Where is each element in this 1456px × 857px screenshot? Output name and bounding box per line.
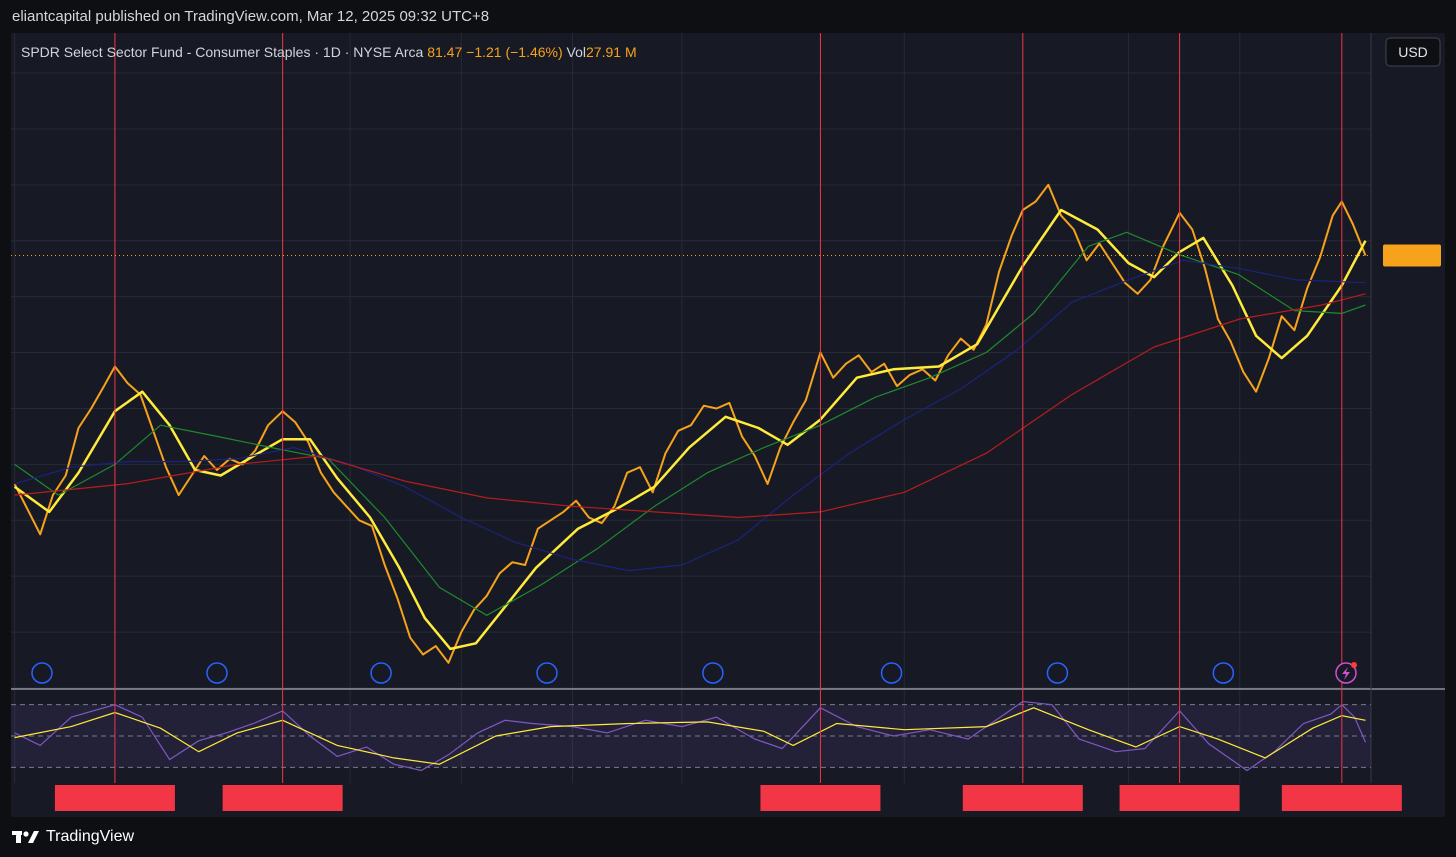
date-marker-badge	[962, 785, 1083, 811]
legend-sep: ·	[341, 44, 353, 60]
last-price-badge	[1383, 244, 1441, 267]
currency-label: USD	[1398, 44, 1428, 60]
price-chart[interactable]: SPDR Select Sector Fund - Consumer Stapl…	[11, 33, 1445, 817]
legend-volume-value: 27.91 M	[586, 44, 637, 60]
rsi-panel	[11, 700, 1371, 772]
currency-button-bg	[1385, 37, 1441, 67]
date-marker-badge	[1119, 785, 1240, 811]
series-line-ma-mid	[14, 231, 1366, 616]
publisher-caption: eliantcapital published on TradingView.c…	[0, 0, 1456, 34]
currency-button[interactable]: USD	[1385, 37, 1441, 67]
date-marker-badge	[760, 785, 881, 811]
dividend-marker	[1212, 662, 1235, 684]
tradingview-logo[interactable]: TradingView	[12, 825, 134, 849]
legend-change: −1.21 (−1.46%)	[466, 44, 563, 60]
series-line-ma-fast	[13, 208, 1367, 651]
price-series	[13, 183, 1367, 664]
dividend-marker	[880, 662, 903, 684]
dividend-marker	[1046, 662, 1069, 684]
legend-interval: 1D	[323, 44, 341, 60]
series-line-ma-long	[14, 293, 1366, 519]
legend-sep: ·	[310, 44, 322, 60]
chart-panel[interactable]: SPDR Select Sector Fund - Consumer Stapl…	[11, 33, 1445, 817]
dividend-marker	[206, 662, 228, 684]
lightning-bolt	[1342, 667, 1350, 680]
footer-bar: TradingView	[0, 817, 1456, 857]
dividend-marker	[702, 662, 724, 684]
overlays: USD	[11, 37, 1441, 684]
legend-exchange: NYSE Arca	[353, 44, 423, 60]
date-marker-badge	[222, 785, 343, 811]
rsi-signal-line	[14, 707, 1366, 765]
legend-volume-label: Vol	[567, 44, 586, 60]
dividend-marker	[536, 662, 558, 684]
tradingview-brand: TradingView	[46, 828, 135, 845]
alert-dot	[1351, 662, 1357, 668]
legend-symbol: SPDR Select Sector Fund - Consumer Stapl…	[21, 44, 310, 60]
date-markers	[54, 33, 1402, 811]
symbol-name[interactable]: SPDR Select Sector Fund - Consumer Stapl…	[21, 44, 637, 60]
moving-averages	[13, 208, 1367, 651]
series-line-price	[13, 183, 1367, 664]
series-line-ma-slow	[14, 259, 1366, 572]
dividend-marker	[370, 662, 392, 684]
grid-lines	[11, 33, 1445, 783]
date-marker-badge	[54, 785, 175, 811]
legend-price: 81.47	[427, 44, 462, 60]
legend: SPDR Select Sector Fund - Consumer Stapl…	[21, 44, 637, 60]
tradingview-logo-icon	[12, 831, 39, 843]
date-marker-badge	[1281, 785, 1402, 811]
dividend-marker	[31, 662, 53, 684]
